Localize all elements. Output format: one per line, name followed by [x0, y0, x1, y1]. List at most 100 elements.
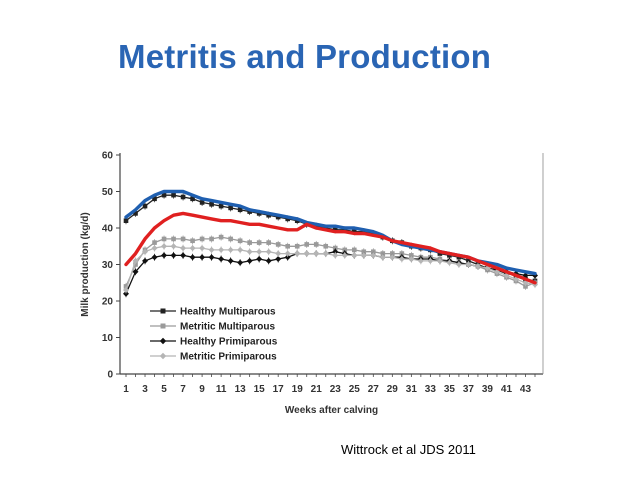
y-tick-label: 60 — [102, 151, 114, 162]
data-point — [199, 236, 205, 242]
data-point — [436, 257, 443, 264]
data-point — [256, 248, 263, 255]
data-point — [256, 240, 262, 245]
data-point — [351, 229, 357, 234]
data-point — [180, 236, 186, 242]
data-point — [285, 216, 290, 222]
data-point — [465, 261, 472, 268]
data-point — [218, 234, 224, 240]
overlay-line-blue — [124, 189, 537, 276]
data-point — [247, 240, 252, 245]
data-point — [133, 262, 138, 267]
x-tick-label: 33 — [425, 384, 437, 395]
x-tick-label: 35 — [444, 384, 456, 395]
x-tick-label: 43 — [520, 384, 532, 395]
data-point — [228, 205, 233, 211]
citation: Wittrock et al JDS 2011 — [341, 442, 476, 457]
data-point — [408, 256, 415, 263]
data-point — [389, 254, 396, 261]
data-point — [323, 243, 329, 249]
overlay-line-red — [124, 211, 537, 285]
data-point — [227, 257, 234, 264]
data-point — [332, 245, 338, 251]
data-point — [437, 251, 443, 256]
data-point — [294, 243, 300, 249]
data-point — [285, 243, 290, 249]
x-tick-label: 31 — [406, 384, 418, 395]
x-tick-label: 19 — [292, 384, 304, 395]
data-point — [256, 256, 263, 263]
series-line — [125, 194, 536, 282]
slide-title: Metritis and Production — [118, 38, 492, 75]
data-point — [152, 240, 157, 245]
x-tick-label: 29 — [387, 384, 399, 395]
data-point — [342, 247, 348, 253]
chart-series — [123, 189, 538, 298]
data-point — [313, 250, 320, 257]
data-point — [275, 256, 282, 263]
data-point — [123, 284, 129, 289]
data-point — [380, 251, 386, 256]
data-point — [313, 223, 319, 229]
data-point — [151, 254, 158, 261]
data-point — [209, 236, 214, 242]
data-point — [189, 254, 196, 261]
series-metritic-primiparous — [123, 242, 538, 294]
data-point — [170, 252, 177, 259]
legend-label: Metritic Primiparous — [180, 352, 277, 363]
data-point — [332, 252, 339, 259]
x-tick-label: 21 — [311, 384, 323, 395]
legend-marker — [160, 323, 166, 329]
data-point — [237, 259, 244, 266]
x-tick-label: 37 — [463, 384, 475, 395]
data-point — [523, 284, 528, 289]
data-point — [161, 236, 167, 242]
legend-item: Metritic Multiparous — [150, 322, 275, 333]
data-point — [361, 249, 367, 255]
legend-label: Healthy Multiparous — [180, 307, 276, 318]
legend-item: Metritic Primiparous — [150, 352, 277, 363]
data-point — [266, 212, 271, 218]
data-point — [208, 254, 215, 261]
data-point — [246, 248, 253, 255]
data-point — [275, 250, 282, 257]
data-point — [361, 229, 367, 234]
data-point — [190, 196, 195, 202]
data-point — [151, 245, 158, 252]
data-point — [390, 251, 395, 256]
legend-marker — [160, 308, 166, 314]
data-point — [208, 246, 215, 253]
data-point — [199, 245, 206, 252]
data-point — [209, 201, 214, 207]
data-point — [294, 250, 301, 257]
data-point — [455, 261, 462, 268]
data-point — [123, 218, 129, 223]
data-point — [351, 252, 358, 259]
series-healthy-multiparous — [123, 191, 538, 285]
x-tick-label: 3 — [142, 384, 148, 395]
data-point — [199, 254, 206, 261]
data-point — [218, 203, 224, 209]
data-point — [417, 257, 424, 264]
legend-item: Healthy Primiparous — [150, 337, 278, 348]
data-point — [303, 250, 310, 257]
data-point — [247, 209, 252, 214]
data-point — [446, 259, 453, 266]
data-point — [142, 257, 149, 264]
data-point — [371, 249, 376, 255]
data-point — [456, 254, 462, 260]
data-point — [379, 254, 386, 261]
data-point — [142, 248, 149, 255]
data-point — [161, 243, 168, 250]
data-point — [171, 192, 176, 198]
data-point — [427, 257, 434, 264]
data-point — [132, 257, 139, 264]
data-point — [180, 194, 186, 200]
x-tick-label: 7 — [180, 384, 186, 395]
data-point — [171, 236, 176, 242]
x-tick-label: 25 — [349, 384, 361, 395]
data-point — [341, 252, 348, 259]
data-point — [360, 252, 367, 259]
